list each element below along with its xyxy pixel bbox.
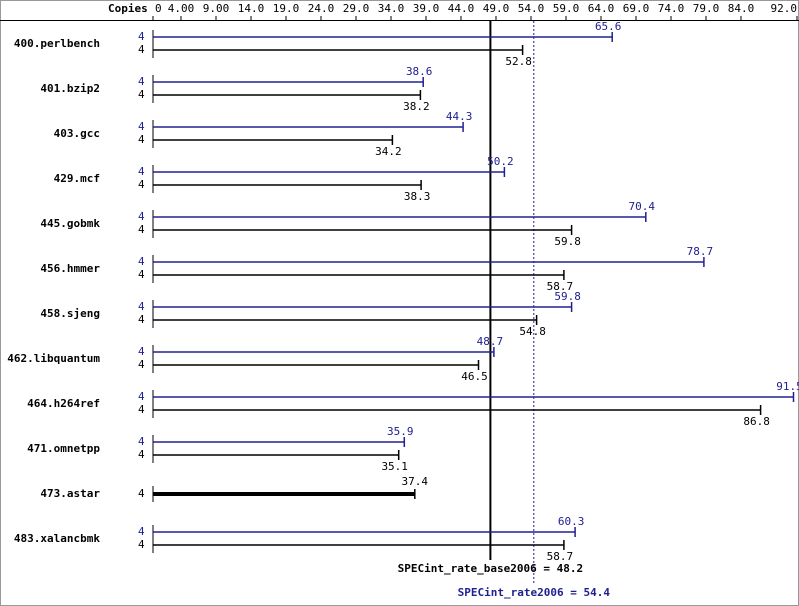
category-label: 445.gobmk: [40, 217, 100, 230]
copies-label: 4: [138, 345, 145, 358]
x-tick-label: 79.0: [693, 2, 720, 15]
copies-label: 4: [138, 538, 145, 551]
x-tick-label: 14.0: [238, 2, 265, 15]
copies-label: 4: [138, 390, 145, 403]
x-tick-label: 44.0: [448, 2, 475, 15]
copies-label: 4: [138, 525, 145, 538]
value-label: 86.8: [743, 415, 770, 428]
value-label: 50.2: [487, 155, 514, 168]
value-label: 78.7: [687, 245, 714, 258]
value-label: 35.1: [381, 460, 408, 473]
value-label: 54.8: [519, 325, 546, 338]
x-tick-label: 92.0: [771, 2, 798, 15]
x-tick-label: 64.0: [588, 2, 615, 15]
copies-label: 4: [138, 120, 145, 133]
value-label: 58.7: [547, 550, 574, 563]
category-label: 456.hmmer: [40, 262, 100, 275]
value-label: 44.3: [446, 110, 473, 123]
x-tick-label: 74.0: [658, 2, 685, 15]
category-label: 429.mcf: [54, 172, 100, 185]
category-label: 458.sjeng: [40, 307, 100, 320]
x-tick-label: 69.0: [623, 2, 650, 15]
copies-label: 4: [138, 358, 145, 371]
copies-label: 4: [138, 223, 145, 236]
reference-label: SPECint_rate2006 = 54.4: [458, 586, 611, 599]
copies-header: Copies: [108, 2, 148, 15]
value-label: 65.6: [595, 20, 622, 33]
x-tick-label: 0: [155, 2, 162, 15]
copies-label: 4: [138, 30, 145, 43]
copies-label: 4: [138, 268, 145, 281]
category-label: 403.gcc: [54, 127, 100, 140]
x-tick-label: 59.0: [553, 2, 580, 15]
x-tick-label: 39.0: [413, 2, 440, 15]
x-tick-label: 4.00: [168, 2, 195, 15]
category-label: 464.h264ref: [27, 397, 100, 410]
x-tick-label: 9.00: [203, 2, 230, 15]
value-label: 70.4: [629, 200, 656, 213]
x-tick-label: 19.0: [273, 2, 300, 15]
value-label: 59.8: [554, 290, 581, 303]
copies-label: 4: [138, 300, 145, 313]
value-label: 60.3: [558, 515, 585, 528]
value-label: 46.5: [461, 370, 488, 383]
copies-label: 4: [138, 75, 145, 88]
value-label: 34.2: [375, 145, 402, 158]
copies-label: 4: [138, 88, 145, 101]
value-label: 38.2: [403, 100, 430, 113]
category-label: 400.perlbench: [14, 37, 100, 50]
x-tick-label: 49.0: [483, 2, 510, 15]
x-tick-label: 24.0: [308, 2, 335, 15]
copies-label: 4: [138, 255, 145, 268]
copies-label: 4: [138, 403, 145, 416]
value-label: 48.7: [477, 335, 504, 348]
copies-label: 4: [138, 43, 145, 56]
copies-label: 4: [138, 435, 145, 448]
category-label: 471.omnetpp: [27, 442, 100, 455]
value-label: 52.8: [505, 55, 532, 68]
x-tick-label: 84.0: [728, 2, 755, 15]
value-label: 38.3: [404, 190, 431, 203]
reference-label: SPECint_rate_base2006 = 48.2: [398, 562, 583, 575]
value-label: 58.7: [547, 280, 574, 293]
x-tick-label: 29.0: [343, 2, 370, 15]
copies-label: 4: [138, 210, 145, 223]
value-label: 91.5: [776, 380, 799, 393]
category-label: 401.bzip2: [40, 82, 100, 95]
copies-label: 4: [138, 178, 145, 191]
copies-label: 4: [138, 165, 145, 178]
category-label: 462.libquantum: [7, 352, 100, 365]
value-label: 59.8: [554, 235, 581, 248]
value-label: 37.4: [402, 475, 429, 488]
copies-label: 4: [138, 487, 145, 500]
value-label: 38.6: [406, 65, 433, 78]
value-label: 35.9: [387, 425, 414, 438]
copies-label: 4: [138, 313, 145, 326]
category-label: 473.astar: [40, 487, 100, 500]
category-label: 483.xalancbmk: [14, 532, 100, 545]
x-tick-label: 34.0: [378, 2, 405, 15]
copies-label: 4: [138, 448, 145, 461]
copies-label: 4: [138, 133, 145, 146]
x-tick-label: 54.0: [518, 2, 545, 15]
